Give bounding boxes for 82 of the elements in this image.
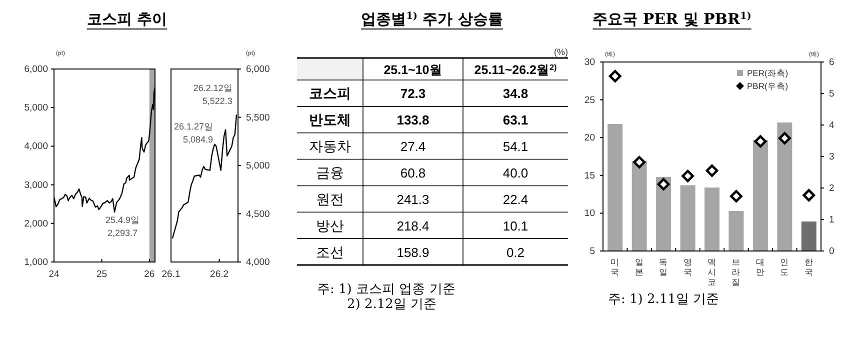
y-tick-label: 10	[584, 208, 595, 220]
x-tick-label: 멕시코	[708, 257, 716, 287]
category-label: 금융	[316, 166, 344, 182]
annotation: 26.1.27일 5,084.9	[174, 121, 214, 144]
annotation: 26.2.12일 5,522.3	[193, 83, 232, 106]
category-label: 코스피	[309, 86, 351, 102]
annotation: 25.4.9일 2,293.7	[106, 215, 140, 238]
text: 25.11~26.2월$^{2)}$	[474, 62, 558, 77]
y2-tick-label: 6	[829, 57, 834, 68]
x-tick-label: 일본	[634, 257, 644, 277]
data-label: 241.3	[396, 192, 430, 207]
y-tick-label: 5,000	[24, 102, 48, 114]
point	[657, 178, 670, 190]
point	[706, 164, 718, 177]
data-label: 0.2	[506, 244, 525, 260]
y-tick-label: 6,000	[24, 64, 48, 75]
x-tick-label: 인도	[780, 257, 790, 277]
x-tick-label: 영국	[683, 257, 692, 277]
y-tick-label: 4,500	[246, 208, 270, 220]
y-tick-label: 5,000	[246, 160, 270, 172]
data-label: 54.1	[502, 139, 528, 154]
point	[802, 189, 816, 202]
y-tick-label: 6,000	[246, 64, 270, 75]
y-tick-label: 25	[584, 94, 595, 106]
category-label: 반도체	[309, 112, 351, 129]
x-tick-label: 대만	[756, 257, 765, 277]
point	[778, 132, 791, 144]
data-label: 218.4	[396, 218, 430, 234]
x-tick-label: 26	[144, 269, 155, 280]
data-label: 10.1	[502, 218, 528, 234]
legend-label: PBR(우측)	[747, 81, 788, 91]
category-label: 원전	[316, 192, 344, 208]
y-tick-label: 2,000	[24, 218, 48, 230]
data-label: 34.8	[502, 86, 528, 102]
category-label: 자동차	[309, 139, 351, 156]
text: 주: 1) 2.11일 기준	[608, 292, 720, 307]
category-label: 방산	[316, 218, 344, 234]
x-tick-label: 25	[96, 269, 108, 280]
y2-tick-label: 0	[829, 246, 834, 257]
x-tick-label: 독일	[659, 257, 668, 277]
x-tick-label: 26.1	[162, 269, 180, 280]
x-tick-label: 미국	[610, 257, 620, 277]
y2-tick-label: 1	[829, 214, 834, 226]
data-label: 22.4	[502, 192, 528, 207]
y2-tick-label: 4	[829, 120, 834, 131]
data-label: 72.3	[400, 86, 426, 102]
chart-title: 코스피 추이	[86, 10, 168, 28]
data-label: 27.4	[400, 139, 426, 154]
y-tick-label: 4,000	[246, 257, 270, 268]
data-label: 40.0	[502, 166, 528, 180]
y-tick-label: 5,500	[246, 112, 270, 124]
point	[754, 135, 767, 148]
y2-tick-label: 5	[829, 88, 834, 100]
data-label: 133.8	[396, 112, 430, 128]
y2-tick-label: 2	[829, 183, 834, 194]
y-tick-label: 30	[584, 57, 595, 68]
y-tick-label: 3,000	[24, 180, 48, 191]
y-tick-label: 5	[590, 246, 595, 257]
point	[608, 70, 622, 82]
legend-label: PER(좌측)	[747, 68, 788, 78]
text: 25.1~10월	[384, 63, 442, 77]
text: 2) 2.12일 기준	[347, 297, 437, 312]
text: 업종별$^{1)}$ 주가 상승률	[361, 10, 503, 28]
point	[730, 190, 742, 202]
y-tick-label: 1,000	[24, 257, 48, 268]
y2-tick-label: 3	[829, 152, 834, 162]
x-tick-label: 26.2	[210, 269, 229, 280]
x-tick-label: 24	[48, 269, 60, 280]
category-label: 조선	[316, 244, 344, 261]
point	[682, 170, 694, 182]
chart-title: 주요국 PER 및 PBR$^{1)}$	[592, 10, 752, 28]
data-label: 60.8	[400, 166, 426, 180]
point	[633, 156, 646, 168]
y-tick-label: 20	[584, 132, 595, 144]
data-label: 63.1	[502, 112, 528, 128]
text: 주: 1) 코스피 업종 기준	[317, 282, 456, 297]
y-tick-label: 4,000	[24, 141, 48, 152]
x-tick-label: 한국	[804, 257, 814, 277]
data-label: 158.9	[396, 244, 430, 260]
text: (%)	[554, 47, 568, 57]
y-tick-label: 15	[584, 170, 595, 182]
x-tick-label: 브라질	[732, 257, 741, 287]
